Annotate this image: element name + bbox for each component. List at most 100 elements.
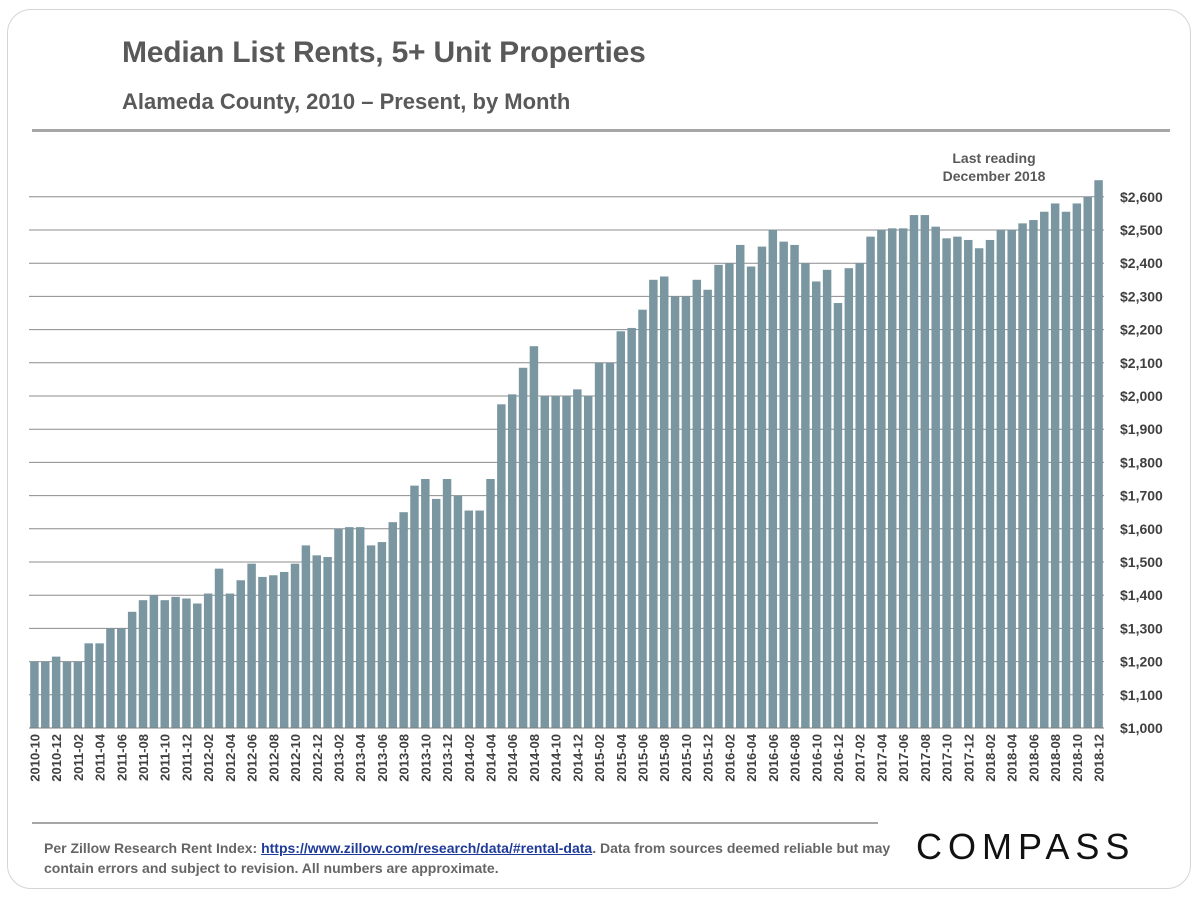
x-tick-label: 2016-06 (766, 734, 781, 782)
bar-2016-07 (779, 241, 788, 728)
bar-2011-05 (106, 628, 115, 728)
x-tick-label: 2011-10 (158, 734, 173, 781)
source-note-prefix: Per Zillow Research Rent Index: (44, 840, 262, 856)
x-tick-label: 2018-06 (1026, 734, 1041, 782)
source-note-suffix: . Data from sources deemed reliable but … (44, 840, 891, 876)
y-tick-label: $2,400 (1120, 255, 1163, 271)
bar-2016-12 (833, 303, 843, 728)
bar-2017-10 (942, 238, 951, 729)
bar-chart: $1,000 $1,100 $1,200 $1,300 $1,400 $1,500 $1,6… (27, 180, 1163, 782)
bar-2012-04 (225, 593, 235, 728)
bar-2012-07 (258, 576, 267, 728)
x-tick-label: 2016-12 (831, 734, 846, 782)
x-tick-label: 2016-08 (788, 734, 803, 782)
bar-2012-12 (312, 555, 321, 728)
bar-2014-06 (507, 394, 517, 728)
x-tick-label: 2015-02 (592, 734, 607, 782)
x-tick-label: 2018-08 (1048, 734, 1063, 782)
x-tick-label: 2017-08 (918, 734, 933, 782)
x-tick-label: 2015-04 (614, 733, 629, 781)
x-tick-label: 2012-06 (245, 734, 260, 782)
x-tick-label: 2018-04 (1005, 733, 1020, 781)
bar-2011-02 (73, 661, 83, 728)
x-tick-label: 2015-06 (636, 734, 651, 782)
x-tick-label: 2011-06 (114, 734, 129, 781)
footer-divider (32, 822, 878, 824)
bar-2013-02 (334, 528, 343, 728)
source-note: Per Zillow Research Rent Index: https://… (44, 838, 894, 878)
x-tick-label: 2014-10 (549, 734, 564, 782)
bar-2012-09 (279, 571, 289, 728)
bar-2017-02 (855, 263, 864, 728)
x-tick-label: 2016-10 (809, 734, 824, 782)
bar-2016-03 (736, 244, 745, 728)
bar-2013-09 (410, 485, 419, 728)
y-tick-label: $1,600 (1120, 521, 1163, 537)
bar-2016-06 (768, 230, 778, 728)
bar-2016-02 (725, 263, 734, 728)
bar-2016-08 (790, 244, 799, 728)
bar-2012-01 (193, 603, 202, 728)
bar-2017-12 (964, 239, 973, 728)
bar-2015-01 (583, 396, 593, 728)
bar-2014-09 (540, 396, 550, 728)
x-tick-label: 2016-04 (744, 733, 759, 781)
bar-2014-05 (497, 404, 506, 728)
bar-2018-03 (996, 230, 1006, 728)
x-tick-label: 2015-10 (679, 734, 694, 782)
x-tick-label: 2013-04 (353, 733, 368, 781)
y-tick-label: $1,900 (1120, 421, 1163, 437)
bar-2011-08 (138, 600, 148, 728)
x-tick-label: 2017-12 (961, 734, 976, 782)
bar-2018-01 (974, 248, 984, 728)
bar-2015-11 (692, 279, 702, 728)
bar-2018-02 (985, 239, 995, 728)
bar-2017-04 (877, 230, 886, 728)
annotation-line1: Last reading (952, 150, 1036, 166)
bar-2010-12 (51, 656, 61, 728)
bar-2017-06 (898, 228, 908, 728)
x-tick-label: 2010-12 (49, 734, 64, 782)
y-tick-label: $2,200 (1120, 322, 1163, 338)
bar-2016-04 (746, 266, 756, 728)
bar-2014-10 (551, 396, 560, 728)
x-tick-label: 2010-10 (27, 734, 42, 782)
x-tick-label: 2013-02 (331, 734, 346, 782)
y-tick-label: $1,200 (1120, 654, 1163, 670)
x-tick-label: 2018-02 (983, 734, 998, 782)
bar-2013-03 (345, 527, 354, 728)
x-tick-label: 2014-02 (462, 734, 477, 782)
bar-2018-11 (1083, 196, 1092, 729)
bar-2013-01 (323, 557, 332, 728)
x-tick-label: 2014-06 (505, 734, 520, 782)
bar-2013-11 (431, 498, 441, 728)
bar-2011-04 (95, 643, 104, 728)
x-tick-label: 2012-08 (266, 734, 281, 782)
y-tick-label: $2,600 (1120, 189, 1163, 205)
x-tick-label: 2012-12 (310, 734, 325, 782)
bar-2015-12 (703, 289, 712, 728)
bar-2012-05 (236, 580, 245, 728)
y-tick-label: $1,000 (1120, 720, 1163, 736)
bar-2015-10 (681, 296, 691, 728)
y-axis-tick-labels: $1,000 $1,100 $1,200 $1,300 $1,400 $1,500 $1,6… (1120, 189, 1163, 736)
source-link[interactable]: https://www.zillow.com/research/data/#re… (261, 840, 593, 856)
bar-2015-02 (594, 362, 604, 728)
y-tick-label: $2,500 (1120, 222, 1163, 238)
bar-2018-09 (1061, 211, 1071, 729)
bar-2014-04 (486, 479, 495, 728)
x-tick-label: 2017-04 (874, 733, 889, 781)
x-tick-label: 2015-08 (657, 734, 672, 782)
y-tick-label: $1,100 (1120, 687, 1163, 703)
bar-2012-11 (301, 545, 311, 728)
bar-2017-01 (844, 268, 854, 728)
bar-2015-09 (670, 296, 680, 728)
bar-2014-03 (475, 510, 484, 728)
x-tick-label: 2018-12 (1092, 734, 1107, 782)
bar-2015-05 (627, 327, 636, 728)
x-tick-label: 2013-06 (375, 734, 390, 782)
x-tick-label: 2014-08 (527, 734, 542, 782)
x-tick-label: 2012-04 (223, 733, 238, 781)
bar-2016-09 (801, 263, 810, 728)
bar-2012-06 (247, 563, 256, 728)
